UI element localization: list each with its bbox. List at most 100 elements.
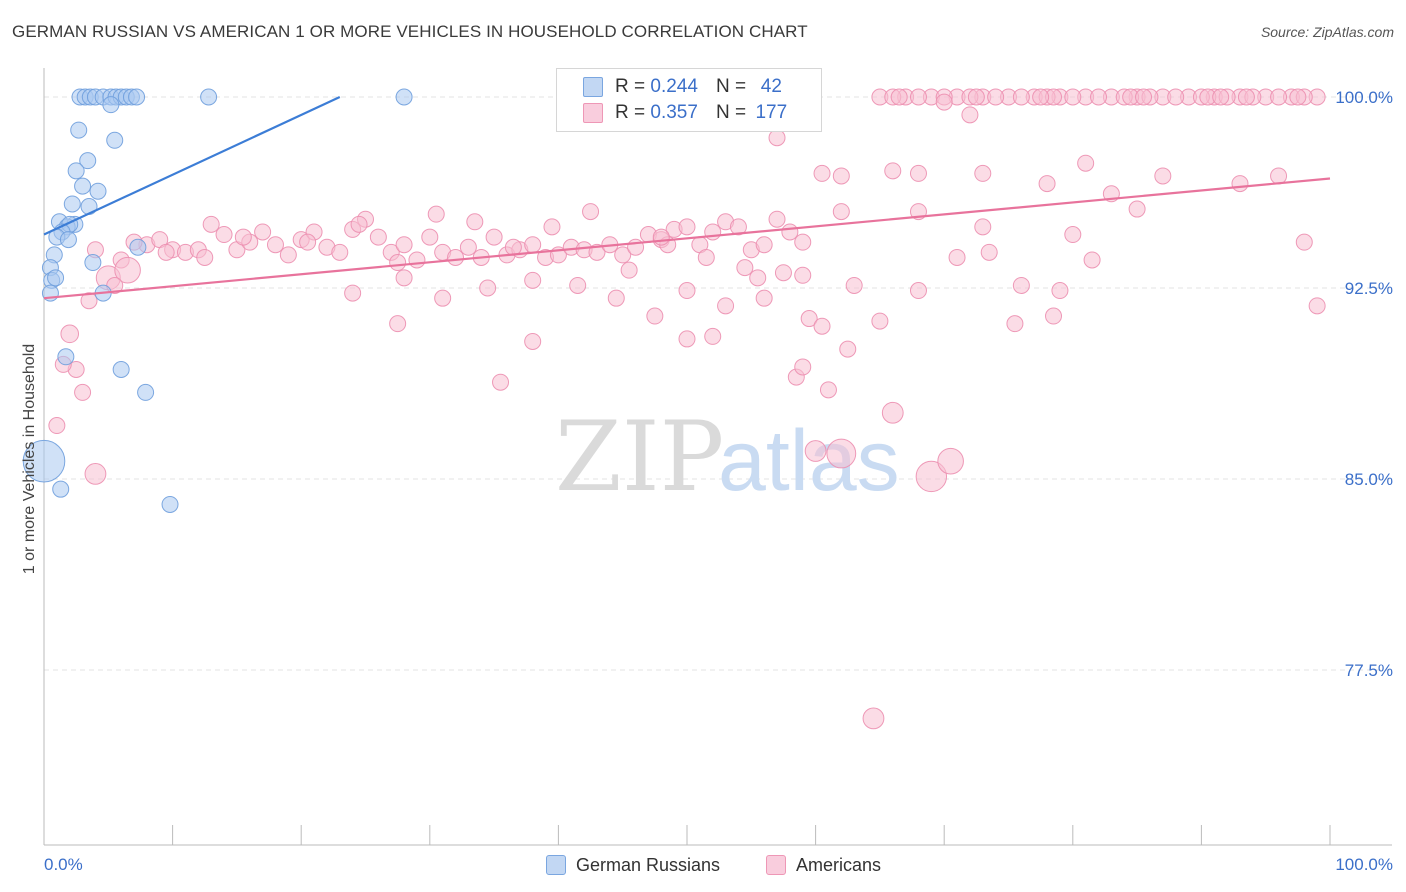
americans-point [1154, 167, 1172, 185]
americans-point [614, 246, 632, 264]
tick-labels: 77.5% 85.0% 92.5% 100.0% 0.0% 100.0% [44, 88, 1393, 874]
german-russians-point [47, 269, 65, 287]
americans-point [350, 215, 368, 233]
americans-point [678, 282, 696, 300]
americans-point [524, 271, 542, 289]
german-russians-point [84, 254, 102, 272]
americans-point [620, 261, 638, 279]
americans-point [569, 276, 587, 294]
americans-point [937, 447, 964, 475]
americans-point [909, 282, 927, 300]
americans-point [717, 297, 735, 315]
americans-point [299, 233, 317, 251]
legend-n-value: 42 [760, 76, 782, 97]
americans-point [729, 218, 747, 236]
americans-point [344, 284, 362, 302]
americans-point [794, 266, 812, 284]
americans-point [60, 324, 80, 344]
americans-point [1064, 226, 1082, 244]
german-russians-point [70, 121, 88, 139]
americans-point [915, 460, 948, 493]
americans-point [678, 218, 696, 236]
americans-point [543, 218, 561, 236]
german-russians-point [200, 88, 218, 106]
bottom-legend-swatch-americans [766, 855, 786, 875]
y-tick-label: 85.0% [1345, 470, 1393, 489]
americans-point [408, 251, 426, 269]
americans-point [884, 162, 902, 180]
german-russians-point [63, 195, 81, 213]
americans-point [395, 269, 413, 287]
americans-point [1064, 88, 1082, 106]
legend-n-label: N = [715, 76, 747, 97]
legend-r-value: 0.244 [650, 76, 698, 97]
americans-point [826, 438, 857, 469]
watermark-atlas: atlas [718, 413, 900, 509]
german-russians-point [395, 88, 413, 106]
americans-point [871, 312, 889, 330]
americans-point [588, 243, 606, 261]
americans-point [447, 248, 465, 266]
legend-row-americans: R = 0.357 N = 177 [583, 101, 791, 125]
y-tick-label: 77.5% [1345, 661, 1393, 680]
americans-point [845, 276, 863, 294]
legend-r-value: 0.357 [650, 102, 698, 123]
americans-point [395, 236, 413, 254]
americans-point [492, 373, 510, 391]
americans-trend-line [43, 177, 1331, 300]
americans-point [504, 238, 522, 256]
legend-row-german-russians: R = 0.244 N = 42 [583, 75, 791, 99]
americans-point [1090, 88, 1108, 106]
source-label: Source: ZipAtlas.com [1260, 24, 1394, 40]
americans-point [1032, 88, 1050, 106]
americans-point [755, 236, 773, 254]
bottom-legend-label-americans: Americans [796, 854, 882, 875]
americans-point [157, 243, 175, 261]
americans-point [421, 228, 439, 246]
americans-point [1006, 315, 1024, 333]
german-russians-point [102, 96, 120, 114]
y-axis-label: 1 or more Vehicles in Household [21, 343, 38, 575]
german-russians-point [137, 383, 155, 401]
bottom-legend-label-german-russians: German Russians [576, 854, 721, 875]
americans-point [279, 246, 297, 264]
americans-point [582, 203, 600, 221]
german-russians-point [59, 231, 77, 249]
americans-point [1231, 175, 1249, 193]
y-tick-label: 92.5% [1345, 279, 1393, 298]
americans-point [987, 88, 1005, 106]
german-russians-point [128, 88, 146, 106]
americans-point [1167, 88, 1185, 106]
americans-point [389, 315, 407, 333]
legend-r-label: R = [615, 102, 646, 123]
americans-point [948, 248, 966, 266]
americans-point [974, 218, 992, 236]
americans-point [794, 358, 812, 376]
x-tick-label: 0.0% [44, 855, 83, 874]
americans-point [266, 236, 284, 254]
americans-point [697, 248, 715, 266]
americans-point [909, 88, 927, 106]
americans-point [1083, 251, 1101, 269]
americans-point [781, 223, 799, 241]
americans-point [652, 228, 670, 246]
americans-point [196, 248, 214, 266]
americans-point [84, 463, 107, 485]
americans-point [794, 233, 812, 251]
americans-point [1077, 154, 1095, 172]
americans-point [736, 259, 754, 277]
americans-point [479, 279, 497, 297]
americans-point [459, 238, 477, 256]
legend-swatch-americans [583, 103, 603, 123]
americans-point [1212, 88, 1230, 106]
americans-point [909, 164, 927, 182]
americans-point [114, 256, 141, 284]
bottom-legend-americans: Americans [766, 852, 881, 878]
americans-point [1270, 88, 1288, 106]
german-russians-point [52, 480, 70, 498]
german-russians-point [79, 152, 97, 170]
americans-point [466, 213, 484, 231]
americans-point [881, 401, 904, 424]
german-russians-point [67, 162, 85, 180]
